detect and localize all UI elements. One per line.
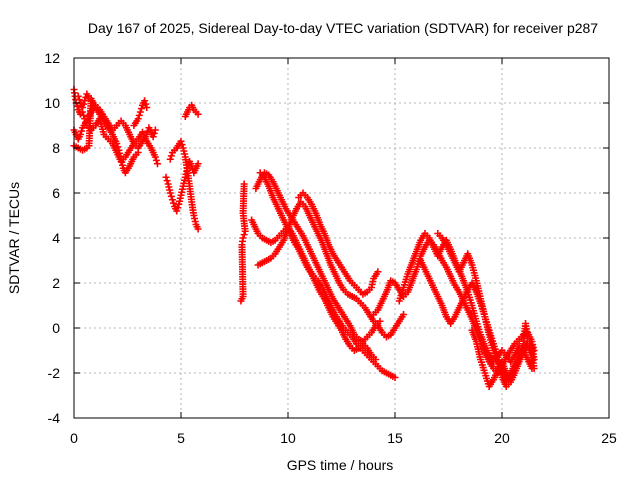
data-point [240,180,248,188]
data-point [81,97,89,105]
data-point [174,204,182,212]
data-point [153,160,161,168]
data-point [524,333,532,341]
data-point [151,126,159,134]
data-point [173,207,181,215]
data-point [194,160,202,168]
data-point [170,199,178,207]
data-point [166,189,174,197]
data-point [178,141,186,149]
data-point [137,105,145,113]
axis-ticks [73,57,610,419]
data-point [162,173,170,181]
data-point [376,317,384,325]
y-tick-labels: -4 -2 0 2 4 6 8 10 12 [44,50,60,426]
data-point [80,100,88,108]
x-tick-label: 0 [70,430,78,446]
data-point [142,100,150,108]
y-tick-label: 6 [52,185,60,201]
x-tick-label: 5 [177,430,185,446]
data-point [194,110,202,118]
data-point [168,196,176,204]
data-point [79,104,87,111]
x-tick-label: 20 [494,430,510,446]
y-tick-label: 12 [44,50,60,66]
data-point [163,177,171,185]
data-point [530,365,538,372]
data-point [143,104,151,111]
x-tick-label: 15 [387,430,403,446]
data-point [167,192,175,200]
data-point [75,96,83,104]
y-tick-label: -4 [48,410,61,426]
data-point [76,131,84,138]
x-tick-label: 10 [280,430,296,446]
data-point [166,155,174,163]
data-point [136,108,144,116]
x-tick-label: 25 [601,430,617,446]
data-point [114,143,122,151]
x-tick-labels: 0 5 10 15 20 25 [70,430,617,446]
data-point [151,153,159,161]
grid [74,58,609,418]
data-point [77,127,85,135]
y-tick-label: 0 [52,320,60,336]
data-point [149,133,157,141]
data-point [400,311,408,318]
data-point [74,92,82,100]
data-point [152,156,160,164]
y-tick-label: 4 [52,230,60,246]
data-point [391,374,399,381]
data-point [372,356,380,363]
data-point [73,102,81,110]
data-point [167,152,175,160]
data-point [135,111,143,119]
y-tick-label: 8 [52,140,60,156]
data-point [374,268,382,276]
data-point [134,149,142,156]
data-point [240,231,248,239]
y-tick-label: 10 [44,95,60,111]
y-tick-label: 2 [52,275,60,291]
chart-title: Day 167 of 2025, Sidereal Day-to-day VTE… [88,20,598,36]
data-point [239,234,247,242]
data-point [194,225,202,233]
data-point [134,115,142,123]
data-point [150,129,158,137]
data-point [177,137,185,145]
y-axis-label: SDTVAR / TECUs [6,182,22,294]
data-point [80,111,88,119]
data-point [113,140,121,147]
data-point [85,95,93,102]
x-axis-label: GPS time / hours [287,457,394,473]
data-point [141,97,149,105]
y-tick-label: -2 [48,365,61,381]
